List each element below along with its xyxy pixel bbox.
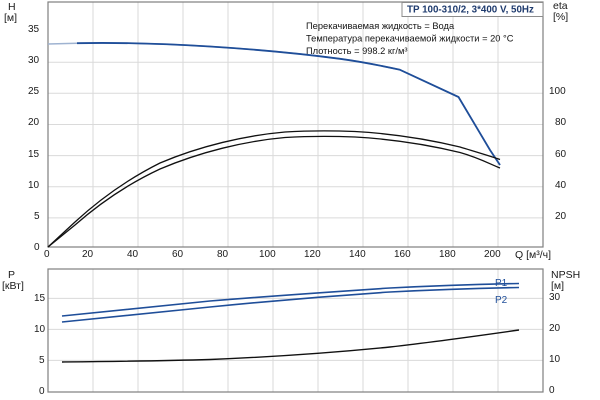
svg-text:TP 100-310/2, 3*400 V, 50Hz: TP 100-310/2, 3*400 V, 50Hz — [407, 4, 534, 15]
svg-text:Температура перекачиваемой жид: Температура перекачиваемой жидкости = 20… — [306, 34, 514, 44]
svg-text:Перекачиваемая жидкость = Вода: Перекачиваемая жидкость = Вода — [306, 21, 455, 31]
svg-text:Плотность = 998.2 кг/м³: Плотность = 998.2 кг/м³ — [306, 46, 407, 56]
